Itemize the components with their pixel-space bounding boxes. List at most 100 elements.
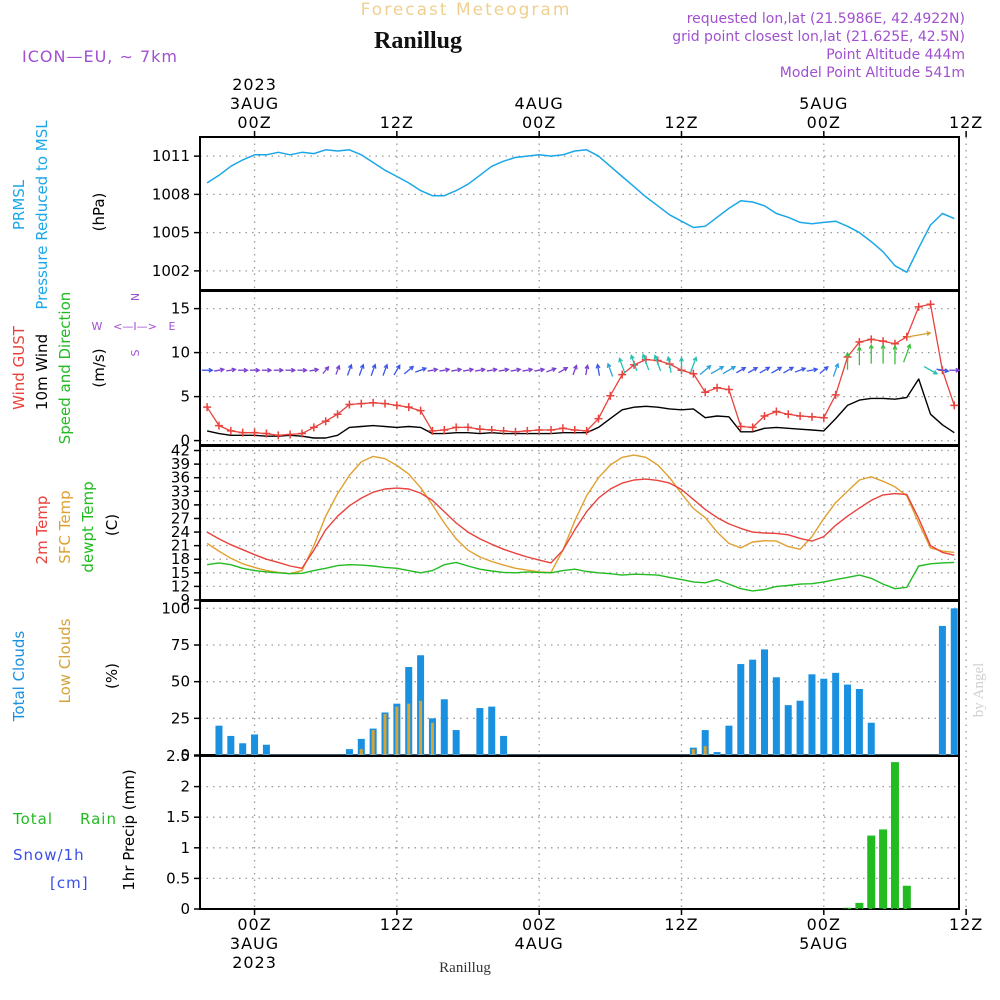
wind-gust-label: Wind GUST	[10, 325, 28, 410]
wind-arrow	[907, 332, 931, 338]
precip-frame	[199, 755, 960, 910]
precip-ytick-label: 1.5	[166, 808, 190, 826]
pressure-ytick-label: 1008	[152, 185, 190, 203]
watermark: by Angel	[971, 663, 987, 718]
total-cloud-bar	[251, 734, 259, 755]
wind-arrowhead	[421, 367, 428, 372]
wind-arrowhead	[777, 366, 783, 372]
wind-arrow	[936, 368, 949, 372]
wind-arrow	[486, 368, 497, 372]
wind-arrowhead	[468, 367, 475, 373]
gust-marker	[416, 406, 425, 415]
wind-arrow	[370, 364, 376, 376]
gust-marker	[321, 417, 330, 426]
gust-marker	[784, 410, 793, 419]
temp-ytick-label: 9	[180, 591, 190, 609]
rain-bar	[902, 885, 911, 909]
wind-arrow	[498, 368, 509, 372]
top-axis-label: 12Z	[380, 113, 414, 132]
precip-ytick-label: 1	[180, 839, 190, 857]
compass-arrows: <—I—>	[113, 320, 157, 333]
rain-bar	[843, 907, 852, 909]
wind-arrow	[546, 367, 556, 373]
gust-marker	[440, 426, 449, 435]
low-cloud-bar	[359, 749, 363, 755]
wind-arrowhead	[445, 367, 451, 373]
wind-arrowhead	[335, 364, 341, 370]
total-cloud-bar	[761, 649, 769, 755]
temp-ytick-label: 18	[171, 550, 190, 568]
wind-arrow	[403, 365, 414, 375]
wind-arrow	[902, 344, 911, 363]
wind-arrowhead	[679, 356, 684, 362]
wind-arrowhead	[880, 343, 886, 349]
wind-arrowhead	[539, 367, 546, 373]
low-cloud-bar	[407, 703, 411, 755]
wind-ytick-label: 0	[180, 432, 190, 450]
top-axis-label: 00Z	[807, 113, 841, 132]
gust-marker	[819, 413, 828, 422]
wind-arrowhead	[243, 367, 249, 373]
wind-arrowhead	[324, 365, 330, 371]
bottom-axis-label: 00Z	[522, 915, 556, 934]
temp-ytick-label: 12	[171, 577, 190, 595]
wind-arrowhead	[409, 365, 415, 371]
top-axis-label: 4AUG	[515, 94, 564, 113]
wind-panel: 0 5 10 15	[171, 290, 967, 450]
clouds-low-label: Low Clouds	[56, 618, 74, 703]
temp-ytick-label: 33	[171, 482, 190, 500]
wind-arrow	[226, 368, 236, 372]
gust-marker	[274, 431, 283, 440]
wind-dir-label: Speed and Direction	[56, 292, 74, 445]
gust-marker	[487, 426, 496, 435]
wind-arrow	[722, 366, 736, 375]
clouds-ytick-label: 25	[171, 709, 190, 727]
gust-marker	[748, 423, 757, 432]
low-cloud-bar	[691, 749, 695, 755]
total-cloud-bar	[749, 659, 757, 755]
wind-frame	[199, 290, 960, 446]
low-cloud-bar	[419, 700, 423, 755]
gust-marker	[582, 426, 591, 435]
clouds-total-label: Total Clouds	[10, 631, 28, 723]
temp-ytick-label: 27	[171, 509, 190, 527]
pressure-panel: 1002 1005 1008 1011	[152, 136, 967, 291]
total-cloud-bar	[488, 706, 496, 755]
gust-marker	[499, 426, 508, 435]
wind-arrowhead	[906, 343, 912, 349]
total-cloud-bar	[713, 752, 721, 755]
total-cloud-bar	[855, 689, 863, 755]
bottom-axis-label: 4AUG	[515, 934, 564, 953]
wind-ytick-label: 15	[171, 300, 190, 318]
precip-ytick-label: 2	[180, 778, 190, 796]
total-cloud-bar	[832, 672, 840, 755]
temp-ytick-label: 24	[171, 523, 190, 541]
wind-arrowhead	[595, 363, 601, 369]
wind-arrowhead	[395, 364, 401, 370]
temp-sfc-label: SFC Temp	[56, 490, 74, 563]
temp-ytick-label: 36	[171, 469, 190, 487]
gust-marker	[369, 398, 378, 407]
precip-panel: 0 0.5 1 1.5 2 2.5	[166, 747, 967, 918]
wind-arrowhead	[926, 331, 932, 336]
top-axis-label: 00Z	[522, 113, 556, 132]
wind-arrow	[618, 358, 626, 374]
temp-2m-line	[206, 478, 955, 569]
wind-arrow	[382, 364, 388, 376]
gust-marker	[831, 390, 840, 399]
top-axis-label: 00Z	[237, 113, 271, 132]
wind-arrowhead	[868, 343, 874, 349]
wind-arrowhead	[932, 370, 939, 375]
gust-marker	[511, 427, 520, 436]
wind-unit: (m/s)	[90, 348, 108, 387]
temp-sfc-line	[206, 454, 955, 575]
total-cloud-bar	[239, 743, 247, 755]
wind-arrow	[474, 368, 485, 372]
wind-10m-label: 10m Wind	[33, 334, 51, 410]
temp-ytick-label: 15	[171, 564, 190, 582]
wind-arrow	[630, 355, 638, 372]
wind-arrowhead	[834, 362, 840, 368]
